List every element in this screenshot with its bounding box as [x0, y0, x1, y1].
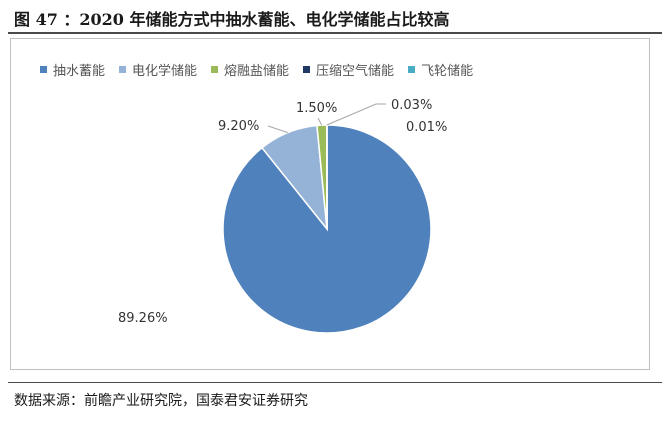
legend-label-pumped-hydro: 抽水蓄能 [53, 64, 106, 79]
data-label-compressed-air: 0.03% [391, 98, 432, 113]
legend-swatch-compressed-air [303, 66, 311, 73]
leader-lines [267, 103, 386, 134]
legend-label-compressed-air: 压缩空气储能 [316, 64, 395, 79]
data-label-molten-salt: 1.50% [296, 101, 337, 116]
chart-legend: 抽水蓄能 电化学储能 熔融盐储能 压缩空气储能 飞轮储能 [40, 60, 473, 79]
chart-frame [10, 38, 650, 370]
leader-line-electrochemical [267, 125, 289, 134]
legend-item-pumped-hydro: 抽水蓄能 [40, 60, 105, 79]
leader-line-compressed-air [326, 103, 386, 126]
legend-item-flywheel: 飞轮储能 [408, 60, 473, 79]
source-rule [8, 382, 662, 383]
legend-label-flywheel: 飞轮储能 [421, 64, 474, 79]
data-label-flywheel: 0.01% [406, 120, 447, 135]
data-label-pumped-hydro: 89.26% [118, 311, 168, 326]
legend-swatch-flywheel [408, 66, 416, 73]
leader-line-molten-salt [317, 117, 323, 126]
figure-title: 图 47 ：2020 年储能方式中抽水蓄能、电化学储能占比较高 [14, 10, 450, 29]
title-rule [8, 32, 662, 34]
pie-slices [222, 124, 432, 334]
legend-swatch-molten-salt [211, 66, 219, 73]
legend-swatch-pumped-hydro [40, 66, 47, 73]
data-label-electrochemical: 9.20% [218, 119, 259, 134]
source-note: 数据来源：前瞻产业研究院，国泰君安证券研究 [14, 393, 308, 409]
legend-label-electrochemical: 电化学储能 [132, 64, 198, 79]
legend-item-electrochemical: 电化学储能 [119, 60, 197, 79]
legend-item-compressed-air: 压缩空气储能 [303, 60, 394, 79]
legend-swatch-electrochemical [119, 66, 127, 73]
legend-item-molten-salt: 熔融盐储能 [211, 60, 289, 79]
legend-label-molten-salt: 熔融盐储能 [224, 64, 290, 79]
